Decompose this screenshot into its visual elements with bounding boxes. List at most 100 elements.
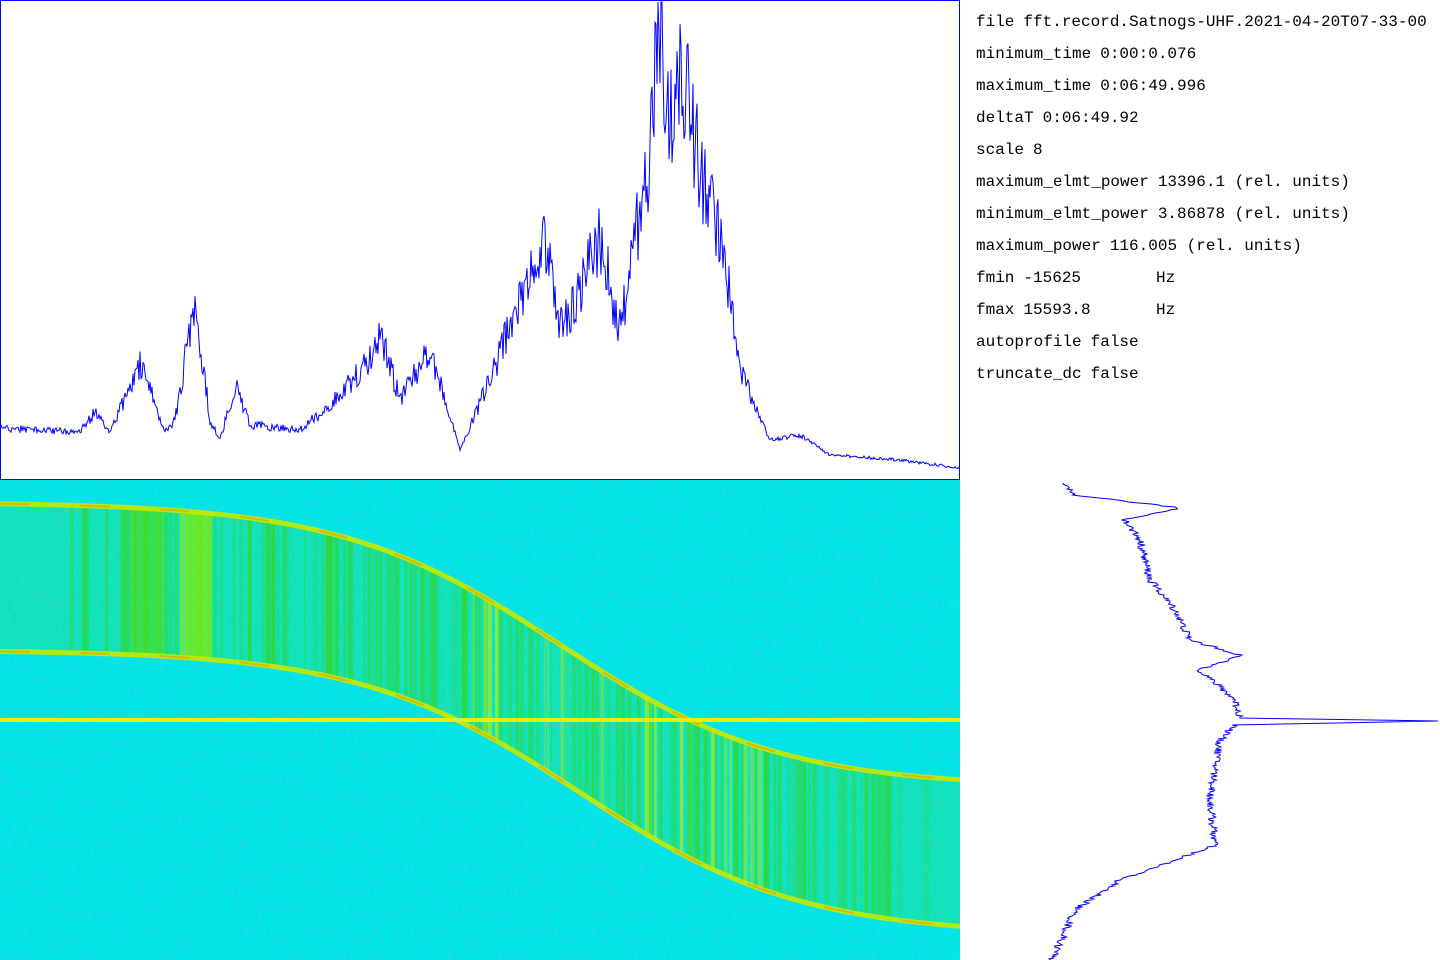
burst-stripe — [866, 770, 869, 916]
burst-stripe — [812, 760, 818, 905]
burst-stripe — [441, 574, 443, 713]
burst-stripe — [483, 596, 488, 734]
burst-stripe — [393, 553, 399, 695]
burst-stripe — [219, 514, 224, 661]
burst-stripe — [86, 505, 89, 654]
burst-stripe — [388, 551, 393, 693]
info-value: 3.86878 (rel. units) — [1157, 205, 1350, 223]
burst-stripe — [336, 534, 340, 678]
burst-column — [130, 507, 165, 655]
info-value: false — [1090, 365, 1139, 383]
burst-stripe — [482, 596, 487, 733]
burst-stripe — [169, 509, 172, 657]
burst-stripe — [419, 564, 424, 704]
info-key: truncate_dc — [976, 365, 1082, 383]
burst-stripe — [636, 692, 642, 829]
burst-stripe — [595, 667, 599, 803]
burst-stripe — [313, 529, 318, 674]
burst-stripe — [264, 520, 269, 666]
burst-stripe — [674, 712, 677, 851]
burst-stripe — [424, 566, 429, 706]
burst-stripe — [485, 598, 488, 736]
info-row: fmax 15593.8 Hz — [976, 298, 1440, 330]
burst-stripe — [734, 738, 739, 879]
burst-stripe — [478, 593, 480, 731]
burst-stripe — [764, 748, 766, 890]
burst-stripe — [375, 546, 378, 689]
info-row: deltaT 0:06:49.92 — [976, 106, 1440, 138]
burst-stripe — [343, 536, 346, 680]
burst-stripe — [463, 585, 469, 724]
info-row: maximum_power 116.005 (rel. units) — [976, 234, 1440, 266]
burst-stripe — [454, 581, 459, 720]
burst-stripe — [176, 510, 178, 658]
burst-stripe — [520, 618, 522, 755]
burst-stripe — [741, 740, 745, 882]
burst-stripe — [802, 758, 805, 902]
burst-stripe — [326, 532, 330, 676]
burst-stripe — [233, 515, 235, 662]
burst-stripe — [860, 769, 863, 915]
burst-stripe — [620, 682, 624, 819]
burst-stripe — [415, 562, 418, 703]
burst-stripe — [660, 705, 663, 843]
burst-stripe — [721, 733, 724, 874]
burst-stripe — [924, 776, 930, 924]
burst-stripe — [863, 770, 868, 915]
burst-stripe — [740, 740, 743, 882]
burst-stripe — [367, 544, 371, 686]
burst-stripe — [723, 734, 728, 875]
burst-stripe — [363, 542, 366, 685]
burst-stripe — [528, 624, 534, 760]
info-key: maximum_elmt_power — [976, 173, 1149, 191]
info-unit: Hz — [1156, 301, 1176, 319]
burst-stripe — [378, 548, 382, 690]
burst-stripe — [430, 569, 434, 709]
burst-stripe — [743, 741, 748, 883]
info-unit: Hz — [1156, 269, 1176, 287]
burst-stripe — [392, 552, 395, 694]
info-row: fmin -15625 Hz — [976, 266, 1440, 298]
burst-stripe — [126, 507, 129, 655]
burst-stripe — [654, 701, 657, 839]
burst-stripe — [711, 729, 715, 869]
burst-stripe — [414, 561, 417, 702]
burst-stripe — [658, 704, 663, 842]
burst-stripe — [82, 505, 87, 654]
burst-stripe — [687, 719, 692, 858]
info-row: autoprofile false — [976, 330, 1440, 362]
burst-stripe — [348, 538, 351, 681]
burst-stripe — [803, 758, 807, 903]
burst-stripe — [404, 557, 408, 698]
burst-stripe — [282, 523, 286, 668]
info-value: -15625 — [1023, 269, 1082, 287]
burst-stripe — [285, 523, 289, 669]
burst-stripe — [602, 671, 605, 807]
burst-stripe — [650, 699, 652, 837]
info-value: 0:06:49.92 — [1042, 109, 1139, 127]
burst-stripe — [577, 655, 582, 791]
waterfall — [0, 501, 961, 929]
burst-stripe — [122, 507, 127, 655]
burst-stripe — [173, 510, 176, 657]
burst-stripe — [560, 644, 564, 780]
info-key: deltaT — [976, 109, 1034, 127]
burst-stripe — [565, 647, 568, 783]
burst-stripe — [433, 570, 438, 710]
lower-track — [0, 649, 961, 929]
burst-stripe — [897, 774, 901, 920]
burst-stripe — [720, 733, 724, 873]
info-key: maximum_power — [976, 237, 1101, 255]
burst-stripe — [764, 748, 769, 891]
burst-stripe — [713, 730, 718, 870]
signal-band — [0, 503, 960, 927]
burst-stripe — [283, 523, 285, 668]
burst-stripe — [328, 532, 333, 677]
burst-stripe — [773, 751, 777, 894]
burst-stripe — [607, 674, 610, 811]
burst-stripe — [536, 629, 540, 765]
burst-stripe — [776, 752, 780, 895]
burst-stripe — [346, 537, 351, 681]
